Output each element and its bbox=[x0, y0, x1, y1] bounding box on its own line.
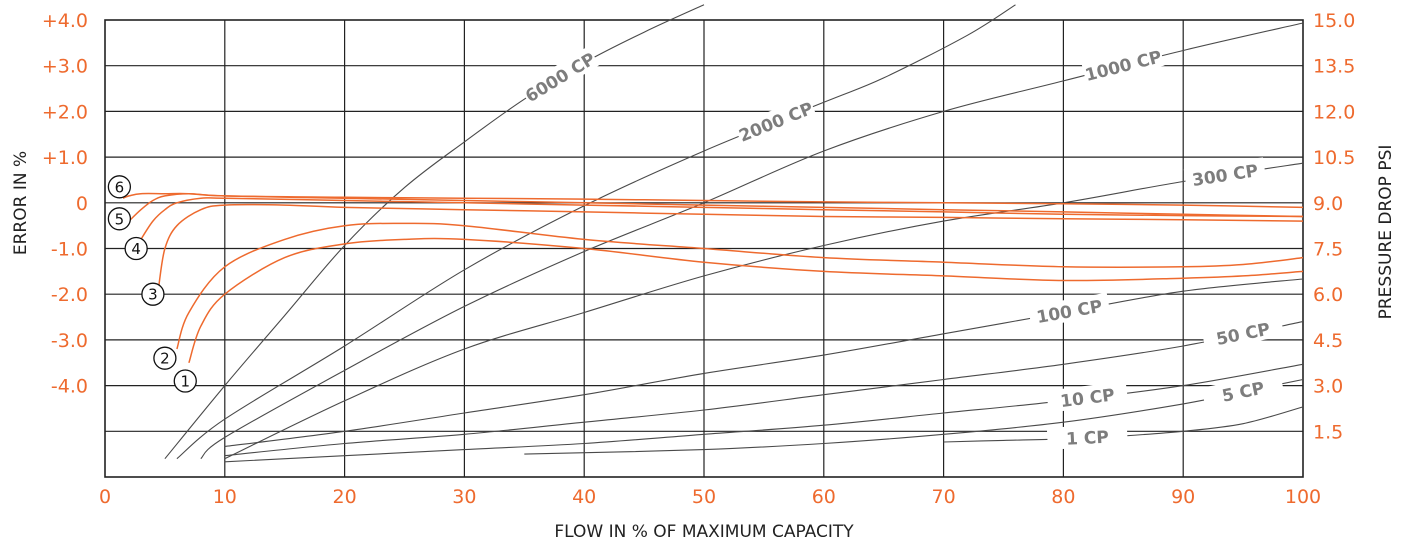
viscosity-label: 100 CP bbox=[1035, 297, 1104, 328]
y-tick-label-left: +3.0 bbox=[42, 56, 88, 78]
x-tick-label: 0 bbox=[99, 486, 111, 508]
error-curve bbox=[159, 205, 1303, 285]
y-tick-label-right: 3.0 bbox=[1313, 376, 1343, 398]
x-tick-label: 10 bbox=[213, 486, 237, 508]
viscosity-label: 6000 CP bbox=[522, 49, 599, 107]
series-marker-label: 3 bbox=[148, 286, 158, 304]
error-curves bbox=[123, 194, 1303, 363]
y-tick-label-right: 9.0 bbox=[1313, 193, 1343, 215]
y-axis-label-left: ERROR IN % bbox=[11, 151, 31, 255]
x-tick-label: 60 bbox=[812, 486, 836, 508]
y-tick-label-left: -1.0 bbox=[51, 239, 88, 261]
y-tick-label-right: 6.0 bbox=[1313, 284, 1343, 306]
y-tick-label-right: 7.5 bbox=[1313, 239, 1343, 261]
x-axis-label: FLOW IN % OF MAXIMUM CAPACITY bbox=[554, 522, 854, 542]
y-axis-label-right: PRESSURE DROP PSI bbox=[1376, 145, 1396, 320]
viscosity-curve bbox=[165, 5, 704, 459]
y-tick-label-left: -2.0 bbox=[51, 284, 88, 306]
y-tick-label-right: 10.5 bbox=[1313, 147, 1355, 169]
y-tick-label-left: 0 bbox=[76, 193, 88, 215]
y-tick-label-left: +2.0 bbox=[42, 101, 88, 123]
viscosity-label: 1000 CP bbox=[1083, 47, 1164, 86]
viscosity-label: 2000 CP bbox=[736, 99, 816, 147]
x-tick-label: 40 bbox=[572, 486, 596, 508]
y-tick-label-left: +1.0 bbox=[42, 147, 88, 169]
series-marker-label: 4 bbox=[131, 240, 141, 258]
x-tick-label: 100 bbox=[1285, 486, 1321, 508]
error-curve bbox=[189, 238, 1303, 362]
viscosity-label: 1 CP bbox=[1066, 428, 1110, 450]
y-tick-label-right: 4.5 bbox=[1313, 330, 1343, 352]
series-marker-label: 5 bbox=[115, 210, 125, 228]
viscosity-curve bbox=[225, 322, 1303, 456]
y-tick-label-right: 1.5 bbox=[1313, 421, 1343, 443]
x-tick-label: 90 bbox=[1171, 486, 1195, 508]
x-tick-label: 20 bbox=[333, 486, 357, 508]
viscosity-label: 300 CP bbox=[1191, 161, 1260, 191]
series-marker-label: 2 bbox=[160, 350, 170, 368]
y-tick-label-left: -3.0 bbox=[51, 330, 88, 352]
series-marker-label: 1 bbox=[180, 373, 190, 391]
viscosity-label: 50 CP bbox=[1215, 320, 1272, 350]
y-tick-label-right: 13.5 bbox=[1313, 56, 1355, 78]
x-tick-label: 70 bbox=[932, 486, 956, 508]
x-tick-label: 50 bbox=[692, 486, 716, 508]
x-tick-label: 30 bbox=[452, 486, 476, 508]
error-curve bbox=[177, 223, 1303, 349]
y-tick-label-left: +4.0 bbox=[42, 10, 88, 32]
series-markers: 12 3 45 6 bbox=[108, 176, 196, 392]
viscosity-curve bbox=[225, 279, 1303, 447]
y-tick-label-right: 12.0 bbox=[1313, 101, 1355, 123]
x-tick-label: 80 bbox=[1051, 486, 1075, 508]
y-tick-label-right: 15.0 bbox=[1313, 10, 1355, 32]
y-tick-label-left: -4.0 bbox=[51, 376, 88, 398]
series-marker-label: 6 bbox=[115, 178, 125, 196]
